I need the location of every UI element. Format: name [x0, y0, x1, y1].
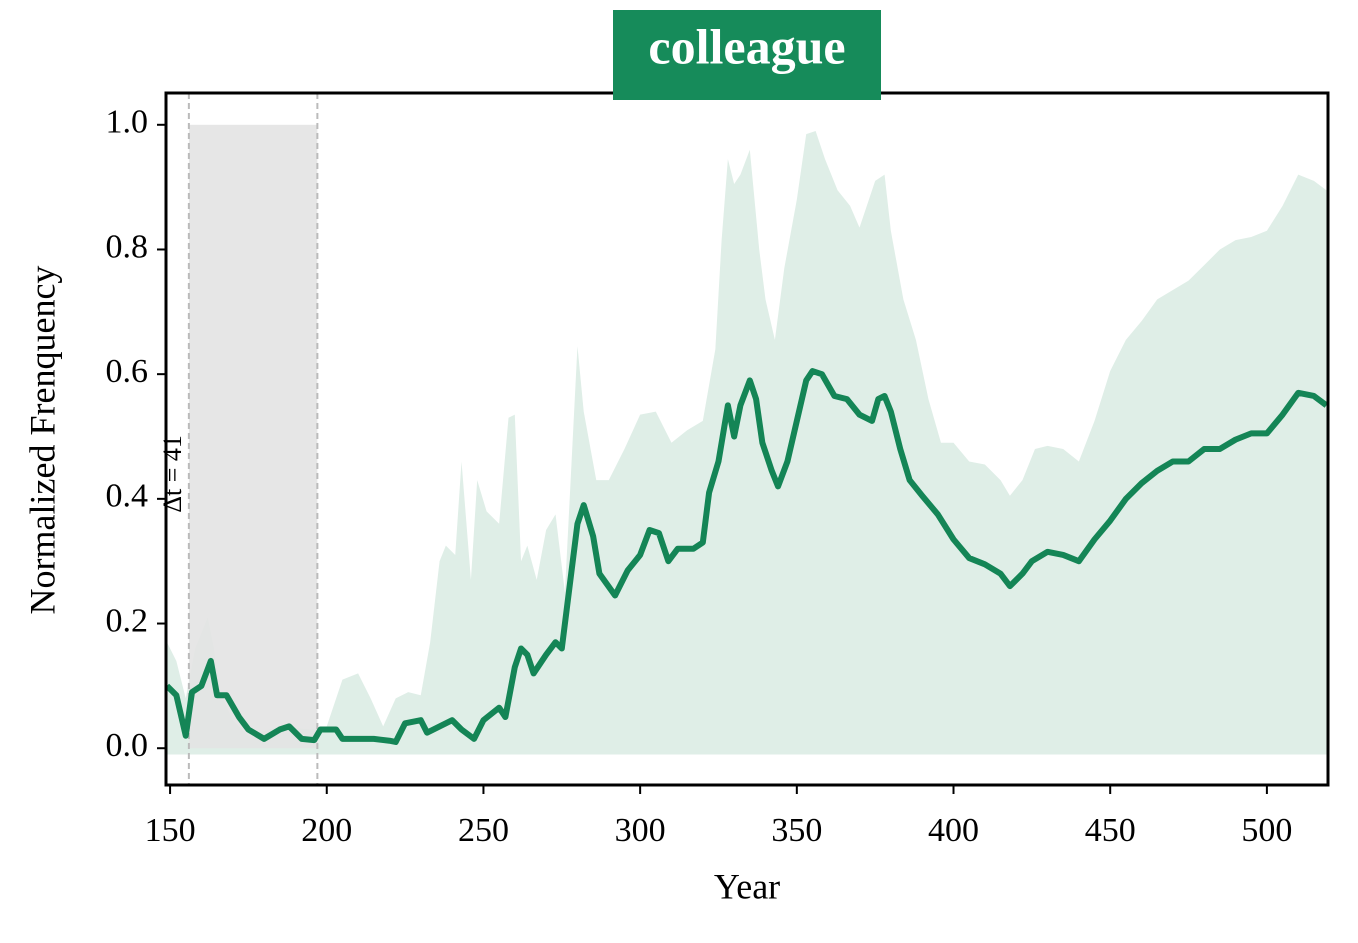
x-tick-label: 300: [615, 812, 666, 849]
plot-area: [166, 93, 1328, 785]
x-tick-label: 500: [1241, 812, 1292, 849]
x-tick-label: 250: [458, 812, 509, 849]
y-tick-label: 0.4: [106, 478, 149, 515]
x-tick-label: 400: [928, 812, 979, 849]
y-tick-label: 0.2: [106, 602, 149, 639]
axes: 150 200 250 300 350 400 450 500 0.0 0.2 0.4 0.6 0.8 1…: [106, 104, 1293, 849]
x-tick-label: 150: [145, 812, 196, 849]
title-box: [613, 10, 881, 100]
y-tick-label: 1.0: [106, 104, 149, 141]
x-tick-label: 350: [771, 812, 822, 849]
y-axis-label: Normalized Frenquency: [22, 266, 62, 615]
y-tick-label: 0.0: [106, 727, 149, 764]
x-axis-label: Year: [714, 866, 780, 906]
x-tick-label: 450: [1085, 812, 1136, 849]
lag-span: [188, 124, 318, 749]
range-band: [166, 131, 1327, 755]
y-tick-label: 0.8: [106, 228, 149, 265]
lag-annotation: Δt = 41: [158, 435, 187, 513]
chart-title: colleague: [648, 18, 845, 74]
frequency-line: [166, 368, 1328, 745]
y-tick-label: 0.6: [106, 353, 149, 390]
x-tick-label: 200: [301, 812, 352, 849]
